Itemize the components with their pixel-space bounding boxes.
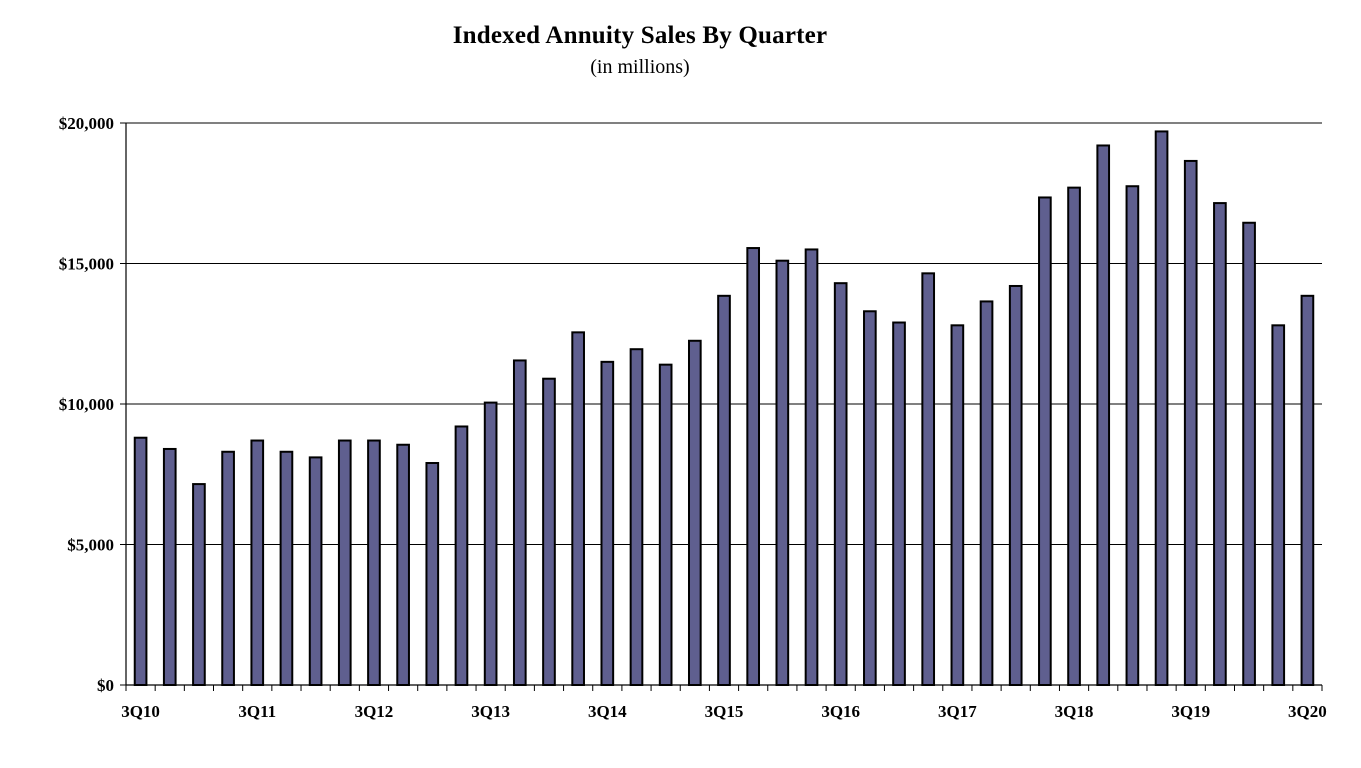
bar-2Q19 — [1154, 130, 1169, 686]
bar-1Q16 — [775, 259, 790, 686]
bar-1Q20 — [1242, 221, 1256, 686]
x-tick-label: 3Q16 — [821, 702, 860, 721]
y-tick-label: $15,000 — [59, 255, 114, 274]
bar-4Q12 — [396, 443, 410, 686]
bar-2Q18 — [1038, 196, 1052, 686]
bar-1Q14 — [542, 377, 556, 686]
x-tick-label: 3Q14 — [588, 702, 627, 721]
bar-3Q15 — [717, 294, 731, 686]
bar-2Q15 — [687, 339, 702, 686]
bar-1Q13 — [425, 462, 440, 687]
x-tick-label: 3Q19 — [1171, 702, 1210, 721]
bar-1Q15 — [658, 363, 673, 686]
x-tick-label: 3Q13 — [471, 702, 510, 721]
y-tick-label: $10,000 — [59, 395, 114, 414]
bar-1Q11 — [192, 483, 206, 686]
bar-4Q10 — [162, 447, 177, 686]
x-tick-label: 3Q10 — [121, 702, 160, 721]
y-tick-label: $0 — [97, 676, 114, 695]
chart-title: Indexed Annuity Sales By Quarter — [452, 22, 828, 49]
x-tick-label: 3Q18 — [1055, 702, 1094, 721]
bar-2Q13 — [454, 425, 469, 686]
bar-4Q19 — [1213, 202, 1227, 687]
bar-3Q12 — [367, 439, 381, 686]
x-tick-label: 3Q12 — [355, 702, 394, 721]
bar-2Q12 — [337, 439, 352, 686]
bar-3Q11 — [250, 439, 265, 686]
bar-2Q17 — [921, 272, 936, 686]
y-tick-label: $5,000 — [67, 536, 114, 555]
bar-4Q13 — [512, 359, 527, 686]
bar-1Q17 — [892, 321, 906, 686]
bar-1Q18 — [1008, 284, 1023, 686]
chart-subtitle: (in millions) — [590, 56, 690, 78]
bar-2Q14 — [571, 331, 585, 686]
bar-2Q16 — [804, 248, 819, 686]
y-tick-label: $20,000 — [59, 114, 114, 133]
bar-2Q20 — [1271, 324, 1286, 686]
bar-4Q16 — [863, 310, 877, 686]
bar-4Q15 — [746, 247, 761, 686]
bar-2Q11 — [221, 450, 235, 686]
bar-3Q17 — [950, 324, 965, 686]
x-tick-label: 3Q11 — [238, 702, 276, 721]
bar-3Q20 — [1300, 294, 1315, 686]
x-tick-label: 3Q17 — [938, 702, 977, 721]
x-tick-label: 3Q20 — [1288, 702, 1327, 721]
bar-3Q14 — [600, 360, 615, 686]
bar-4Q17 — [979, 300, 994, 686]
bar-4Q18 — [1096, 144, 1111, 687]
bar-4Q11 — [279, 450, 294, 686]
bar-3Q18 — [1067, 186, 1081, 686]
bar-3Q16 — [833, 282, 848, 686]
bar-3Q10 — [133, 436, 148, 686]
bar-1Q12 — [308, 456, 323, 687]
bar-3Q13 — [483, 401, 498, 686]
bar-1Q19 — [1125, 185, 1140, 686]
bar-3Q19 — [1183, 159, 1198, 686]
x-tick-label: 3Q15 — [705, 702, 744, 721]
bar-4Q14 — [629, 348, 644, 686]
